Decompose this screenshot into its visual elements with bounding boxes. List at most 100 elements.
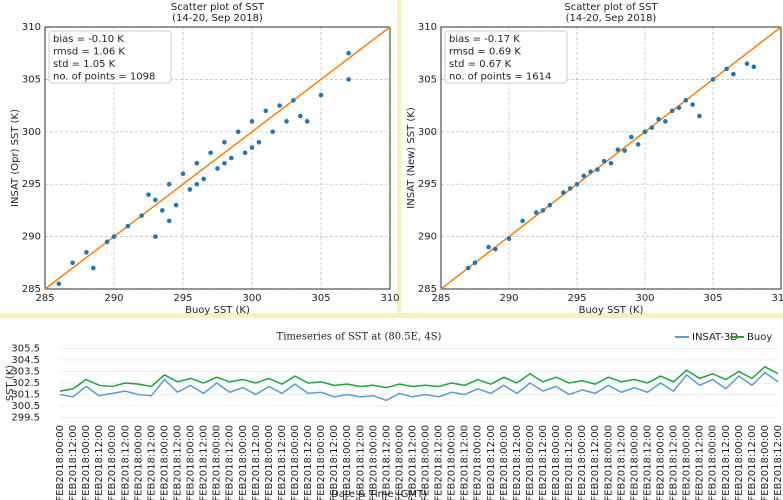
annotation-box: [444, 30, 568, 84]
x-tick-label: 11FEB2018:00:00: [316, 425, 327, 500]
x-tick-label: 01FEB2018:12:00: [68, 425, 79, 500]
point: [318, 92, 324, 98]
point: [146, 192, 151, 197]
point: [104, 239, 110, 245]
y-tick-label: 290: [418, 232, 437, 243]
x-tick-label: 01FEB2018:00:00: [55, 425, 66, 500]
y-tick-label: 304.5: [11, 355, 40, 366]
x-tick-label: 15FEB2018:12:00: [434, 425, 445, 500]
chart-title: (14-20, Sep 2018): [172, 13, 263, 24]
x-tick-label: 14FEB2018:12:00: [407, 425, 418, 500]
x-tick-label: 02FEB2018:12:00: [94, 425, 105, 500]
x-tick-label: 16FEB2018:00:00: [447, 425, 458, 500]
x-tick-label: 19FEB2018:12:00: [538, 425, 549, 500]
point: [697, 113, 702, 119]
x-tick-label: 28FEB2018:00:00: [760, 425, 771, 500]
x-tick-label: 15FEB2018:00:00: [421, 425, 432, 500]
legend-label: INSAT-3D: [692, 332, 738, 343]
point: [676, 105, 682, 110]
point: [277, 103, 282, 108]
x-tick-label: 18FEB2018:12:00: [512, 425, 523, 500]
x-tick-label: 25FEB2018:00:00: [682, 425, 693, 500]
point: [166, 218, 172, 224]
point: [493, 246, 498, 252]
x-tick-label: 07FEB2018:00:00: [212, 425, 223, 500]
x-tick-label: 19FEB2018:00:00: [525, 425, 536, 500]
x-tick-label: 06FEB2018:00:00: [186, 425, 197, 500]
chart-title: Scatter plot of SST: [171, 2, 265, 13]
y-tick-label: 310: [418, 22, 437, 33]
point: [731, 71, 736, 77]
y-tick-label: 299.5: [11, 413, 40, 424]
point: [710, 77, 716, 82]
point: [215, 166, 220, 171]
x-tick-label: 04FEB2018:12:00: [146, 425, 157, 500]
point: [346, 77, 351, 82]
point: [298, 113, 303, 119]
point: [346, 50, 351, 56]
y-axis-label: INSAT (Opr) SST (K): [10, 109, 21, 207]
x-tick-label: 23FEB2018:00:00: [629, 425, 640, 500]
x-tick-label: 28FEB2018:12:00: [773, 425, 783, 500]
x-tick-label: 24FEB2018:12:00: [669, 425, 680, 500]
point: [160, 208, 165, 213]
y-tick-label: 300: [22, 127, 41, 138]
y-tick-label: 285: [418, 284, 437, 295]
y-tick-label: 290: [22, 232, 41, 243]
x-tick-label: 05FEB2018:12:00: [172, 425, 183, 500]
x-tick-label: 20FEB2018:00:00: [551, 425, 562, 500]
point: [173, 202, 179, 208]
point: [595, 167, 600, 172]
point: [615, 147, 621, 152]
x-tick-label: 09FEB2018:12:00: [277, 425, 288, 500]
point: [649, 125, 655, 130]
reference-line: [440, 26, 782, 290]
x-tick-label: 12FEB2018:00:00: [342, 425, 353, 500]
chart-title: Scatter plot of SST: [564, 2, 658, 13]
point: [84, 250, 89, 255]
x-tick-label: 21FEB2018:12:00: [590, 425, 601, 500]
point: [486, 244, 491, 250]
point: [581, 173, 587, 179]
chart-title: (14-20, Sep 2018): [566, 13, 657, 24]
y-tick-label: 285: [22, 284, 41, 295]
x-tick-label: 10FEB2018:00:00: [290, 425, 301, 500]
y-tick-label: 295: [418, 179, 437, 190]
point: [588, 169, 593, 174]
point: [574, 181, 580, 187]
point: [561, 190, 566, 195]
x-tick-label: 04FEB2018:00:00: [133, 425, 144, 500]
x-tick-label: 21FEB2018:00:00: [577, 425, 588, 500]
point: [91, 265, 96, 271]
x-tick-label: 20FEB2018:12:00: [564, 425, 575, 500]
y-tick-label: 303.5: [11, 366, 40, 377]
annotation: bias = -0.10 K: [53, 34, 124, 45]
point: [533, 210, 539, 215]
point: [208, 150, 213, 156]
point: [270, 129, 276, 135]
x-tick-label: 06FEB2018:12:00: [199, 425, 210, 500]
x-tick-label: 16FEB2018:12:00: [460, 425, 471, 500]
point: [751, 64, 757, 70]
x-tick-label: 12FEB2018:12:00: [355, 425, 366, 500]
point: [187, 187, 193, 192]
point: [242, 150, 248, 156]
x-tick-label: 305: [703, 293, 722, 304]
x-tick-label: 27FEB2018:12:00: [747, 425, 758, 500]
point: [472, 260, 478, 266]
x-axis-label: Buoy SST (K): [579, 305, 644, 316]
point: [683, 98, 689, 103]
point: [601, 158, 607, 164]
x-tick-label: 285: [431, 293, 450, 304]
x-tick-label: 310: [771, 293, 783, 304]
x-tick-label: 300: [635, 293, 654, 304]
x-tick-label: 13FEB2018:00:00: [368, 425, 379, 500]
x-tick-label: 24FEB2018:00:00: [656, 425, 667, 500]
point: [663, 119, 668, 124]
legend-label: Buoy: [747, 332, 772, 343]
point: [153, 197, 158, 203]
point: [70, 260, 75, 266]
point: [608, 160, 614, 166]
x-tick-label: 25FEB2018:12:00: [695, 425, 706, 500]
